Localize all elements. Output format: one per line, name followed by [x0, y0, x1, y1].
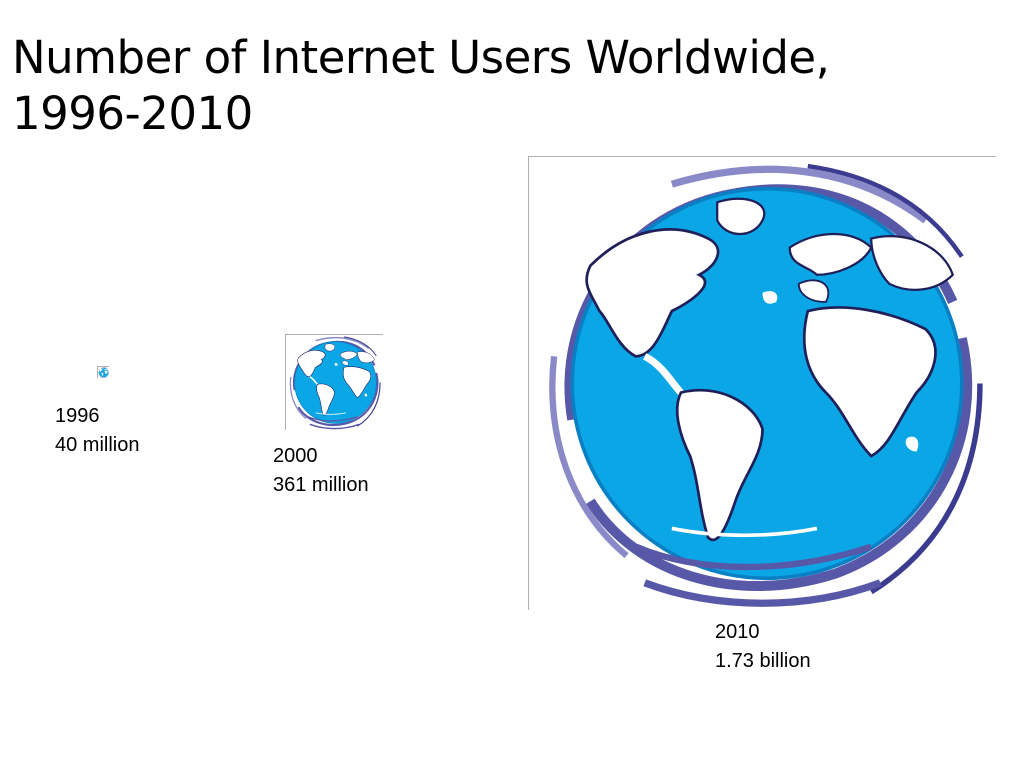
globe-icon [289, 335, 382, 430]
globe-icon [529, 157, 996, 610]
caption-2010: 2010 1.73 billion [715, 618, 811, 676]
title-line-2: 1996-2010 [12, 87, 253, 140]
caption-1996: 1996 40 million [55, 402, 139, 460]
chart-title: Number of Internet Users Worldwide, 1996… [12, 30, 1012, 142]
globe-1996 [97, 366, 109, 378]
year-label: 2000 [273, 445, 318, 467]
globe-icon [98, 367, 109, 378]
globe-2000 [285, 334, 383, 430]
value-label: 40 million [55, 434, 140, 456]
year-label: 2010 [715, 621, 760, 643]
value-label: 361 million [273, 474, 369, 496]
title-line-1: Number of Internet Users Worldwide, [12, 31, 830, 84]
year-label: 1996 [55, 405, 100, 427]
value-label: 1.73 billion [715, 650, 811, 672]
globe-2010 [528, 156, 996, 610]
caption-2000: 2000 361 million [273, 442, 369, 500]
